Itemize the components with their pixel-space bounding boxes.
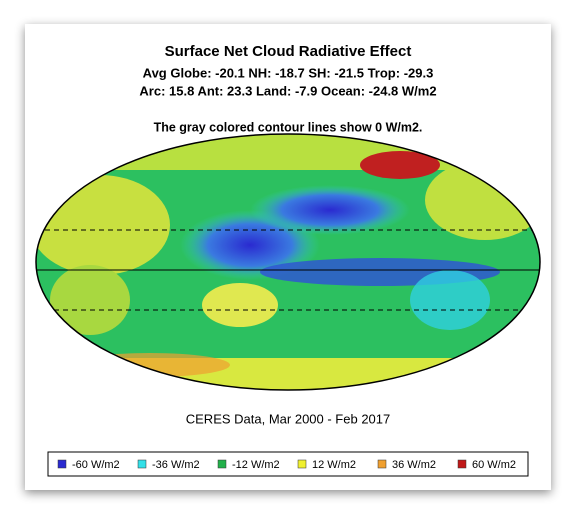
legend-swatch [57, 459, 67, 469]
note: The gray colored contour lines show 0 W/… [154, 120, 423, 134]
legend-label: -36 W/m2 [152, 459, 200, 471]
caption: CERES Data, Mar 2000 - Feb 2017 [186, 411, 391, 426]
title: Surface Net Cloud Radiative Effect [165, 43, 412, 60]
legend-box [47, 451, 529, 477]
legend-label: 36 W/m2 [392, 459, 436, 471]
legend-swatch [377, 459, 387, 469]
legend-swatch [457, 459, 467, 469]
legend-swatch [217, 459, 227, 469]
legend-label: -60 W/m2 [72, 459, 120, 471]
legend: -60 W/m2 -36 W/m2 -12 W/m2 12 W/m2 36 W/m2 60… [57, 459, 516, 471]
stats-line: Avg Globe: -20.1 NH: -18.7 SH: -21.5 Tro… [143, 65, 434, 80]
legend-label: 12 W/m2 [312, 459, 356, 471]
map-outline [35, 133, 541, 391]
legend-swatch [297, 459, 307, 469]
legend-label: -12 W/m2 [232, 459, 280, 471]
stats-line: Arc: 15.8 Ant: 23.3 Land: -7.9 Ocean: -2… [139, 83, 436, 98]
legend-swatch [137, 459, 147, 469]
legend-label: 60 W/m2 [472, 459, 516, 471]
